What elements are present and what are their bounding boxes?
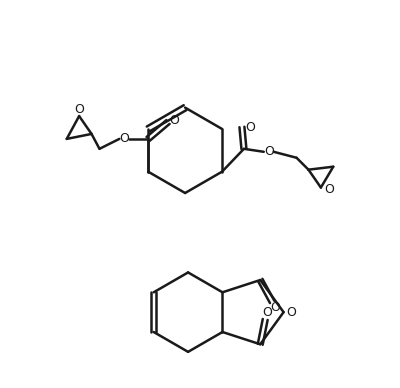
Text: O: O [169, 114, 179, 126]
Text: O: O [74, 102, 84, 116]
Text: O: O [264, 145, 274, 158]
Text: O: O [119, 132, 129, 146]
Text: O: O [286, 306, 296, 319]
Text: O: O [324, 183, 334, 196]
Text: O: O [245, 121, 255, 135]
Text: O: O [270, 301, 280, 314]
Text: O: O [262, 306, 272, 319]
